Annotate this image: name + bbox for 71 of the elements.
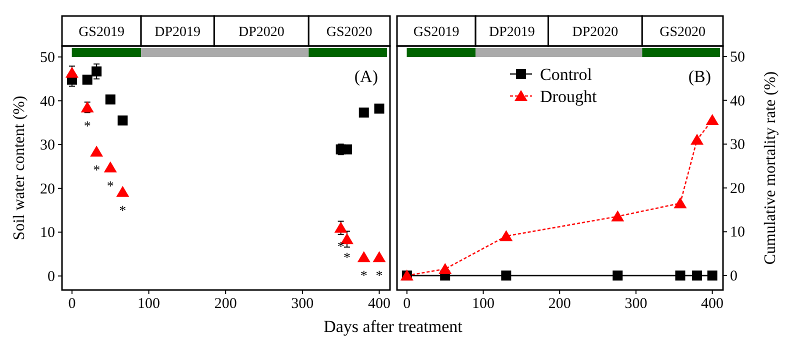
text: GS2019 bbox=[413, 25, 460, 40]
x-axis-title: Days after treatment bbox=[324, 317, 463, 336]
annotation: (B) bbox=[688, 67, 711, 86]
point bbox=[674, 197, 687, 208]
annotation: * bbox=[106, 179, 114, 194]
point bbox=[342, 144, 352, 154]
point bbox=[65, 66, 78, 78]
x-tick-label: 100 bbox=[472, 296, 495, 312]
point bbox=[357, 251, 370, 262]
point bbox=[82, 74, 92, 85]
annotation: * bbox=[360, 269, 368, 284]
x-tick-label: 200 bbox=[214, 296, 237, 312]
point bbox=[358, 108, 369, 118]
y-tick-label: 20 bbox=[40, 181, 55, 198]
point bbox=[92, 66, 102, 76]
point bbox=[690, 134, 704, 145]
point bbox=[692, 270, 702, 281]
annotation: * bbox=[337, 240, 344, 255]
y2-tick-label: 50 bbox=[730, 50, 745, 66]
point bbox=[611, 210, 624, 222]
point bbox=[104, 161, 117, 172]
x-tick-label: 100 bbox=[138, 296, 160, 312]
y2-axis-title: Cumulative mortality rate (%) bbox=[762, 71, 779, 265]
point bbox=[501, 270, 512, 281]
text: GS2020 bbox=[660, 25, 706, 40]
point bbox=[116, 186, 130, 197]
y2-tick-label: 30 bbox=[730, 137, 745, 154]
y-axis-title: Soil water content (%) bbox=[11, 96, 28, 240]
x-tick-label: 300 bbox=[624, 296, 648, 312]
x-tick-label: 0 bbox=[403, 296, 411, 312]
y-tick-label: 50 bbox=[40, 50, 55, 66]
y2-tick-label: 10 bbox=[730, 224, 745, 241]
y2-tick-label: 40 bbox=[730, 93, 745, 110]
x-tick-label: 300 bbox=[291, 296, 314, 312]
y-tick-label: 0 bbox=[48, 268, 55, 285]
legend-label: Control bbox=[540, 65, 592, 84]
text: DP2019 bbox=[488, 25, 535, 40]
x-tick-label: 400 bbox=[701, 296, 724, 312]
point bbox=[90, 146, 104, 157]
text: DP2020 bbox=[572, 25, 618, 40]
point bbox=[374, 104, 384, 114]
annotation: * bbox=[84, 119, 91, 134]
point bbox=[80, 101, 94, 112]
point bbox=[438, 262, 452, 274]
y-tick-label: 30 bbox=[40, 138, 55, 154]
annotation: (A) bbox=[354, 67, 378, 86]
annotation: * bbox=[376, 269, 383, 284]
y2-tick-label: 20 bbox=[730, 180, 745, 197]
annotation: * bbox=[93, 164, 100, 179]
point bbox=[707, 270, 718, 281]
point bbox=[118, 115, 128, 126]
annotation: * bbox=[119, 204, 126, 219]
text: GS2020 bbox=[326, 25, 372, 40]
legend-label: Drought bbox=[540, 87, 597, 106]
text: DP2020 bbox=[238, 25, 284, 40]
point bbox=[612, 270, 623, 281]
text: DP2019 bbox=[154, 25, 201, 40]
x-tick-label: 0 bbox=[68, 296, 76, 312]
annotation: * bbox=[343, 251, 350, 266]
point bbox=[500, 230, 513, 242]
point bbox=[334, 222, 348, 233]
x-tick-label: 200 bbox=[548, 296, 571, 312]
point bbox=[372, 251, 386, 262]
point bbox=[706, 114, 719, 126]
text: GS2019 bbox=[78, 25, 124, 40]
point bbox=[675, 270, 686, 281]
point bbox=[105, 94, 116, 104]
y-tick-label: 10 bbox=[40, 225, 55, 242]
y2-tick-label: 0 bbox=[730, 268, 738, 285]
x-tick-label: 400 bbox=[368, 296, 390, 312]
y-tick-label: 40 bbox=[40, 94, 55, 110]
